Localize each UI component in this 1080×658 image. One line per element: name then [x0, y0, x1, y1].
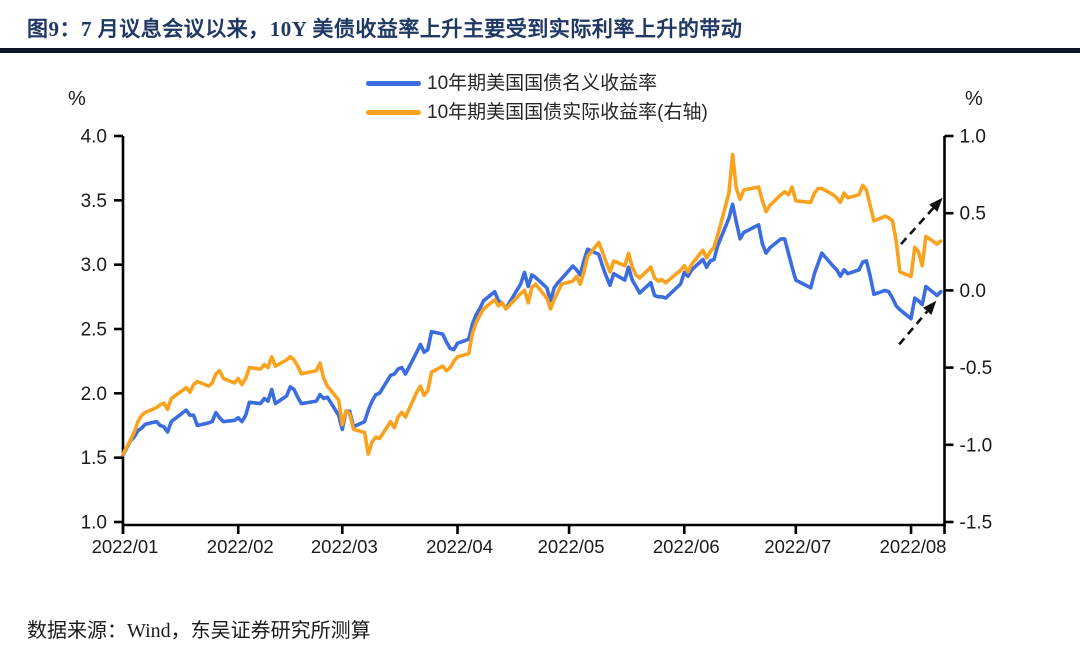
left-axis-tick-label: 2.0 — [81, 384, 107, 405]
left-axis-tick-label: 2.5 — [81, 320, 107, 341]
x-axis-tick-label: 2022/08 — [880, 536, 947, 557]
chart-legend: 10年期美国国债名义收益率 10年期美国国债实际收益率(右轴) — [366, 69, 708, 127]
x-axis-tick-label: 2022/02 — [207, 536, 274, 557]
x-axis-tick-label: 2022/03 — [311, 536, 378, 557]
right-axis-tick-label: 0.5 — [960, 204, 986, 225]
right-axis-tick-label: -1.0 — [960, 435, 993, 456]
legend-line-real-swatch — [366, 110, 421, 115]
figure-title: 图9：7 月议息会议以来，10Y 美债收益率上升主要受到实际利率上升的带动 — [27, 17, 743, 41]
legend-item-real: 10年期美国国债实际收益率(右轴) — [366, 98, 708, 127]
data-source: 数据来源：Wind，东吴证券研究所测算 — [27, 620, 371, 642]
x-axis-tick-label: 2022/06 — [653, 536, 720, 557]
left-axis-tick-label: 3.5 — [81, 191, 107, 212]
left-axis-unit: % — [68, 88, 86, 110]
title-divider — [0, 48, 1080, 53]
right-axis-tick-label: 0.0 — [960, 281, 986, 302]
right-axis-tick-label: 1.0 — [960, 127, 986, 148]
series-line-nominal — [121, 202, 943, 457]
x-axis-tick-label: 2022/05 — [538, 536, 605, 557]
trend-arrow-line — [898, 310, 929, 346]
legend-line-nominal-swatch — [366, 81, 421, 86]
x-axis-tick-label: 2022/04 — [426, 536, 493, 557]
right-axis-unit: % — [965, 88, 983, 110]
left-axis-tick-label: 1.0 — [81, 513, 107, 534]
legend-label-real: 10年期美国国债实际收益率(右轴) — [427, 102, 708, 123]
trend-arrow-head — [929, 197, 943, 212]
right-axis-tick-label: -1.5 — [960, 513, 993, 534]
x-axis-tick-label: 2022/01 — [92, 536, 159, 557]
trend-arrow-head — [923, 300, 937, 315]
x-axis-tick-label: 2022/07 — [764, 536, 831, 557]
left-axis-tick-label: 4.0 — [81, 127, 107, 148]
legend-label-nominal: 10年期美国国债名义收益率 — [427, 73, 658, 94]
series-line-real — [121, 152, 943, 456]
right-axis-tick-label: -0.5 — [960, 358, 993, 379]
legend-item-nominal: 10年期美国国债名义收益率 — [366, 69, 708, 98]
left-axis-tick-label: 1.5 — [81, 448, 107, 469]
left-axis-tick-label: 3.0 — [81, 255, 107, 276]
